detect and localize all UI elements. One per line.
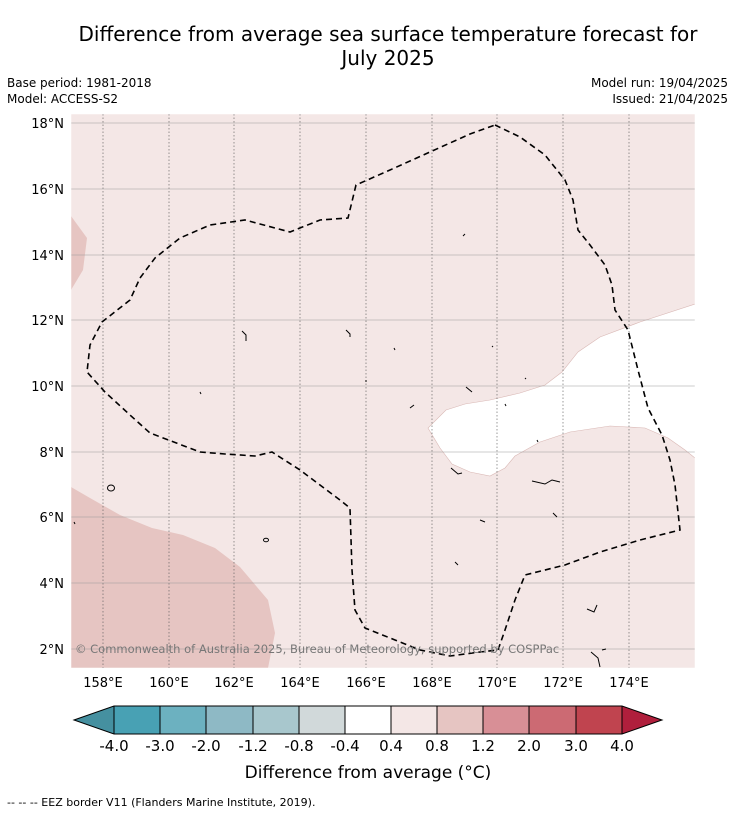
lat-tick-4n: 4°N [40, 577, 65, 592]
model-name: Model: ACCESS-S2 [7, 92, 119, 106]
lon-tick-158e: 158°E [83, 676, 123, 691]
colorbar-tick: 0.4 [379, 737, 403, 755]
colorbar-tick: 4.0 [610, 737, 634, 755]
warm-anomaly-west-edge [71, 216, 87, 290]
colorbar-bin-2 [160, 706, 206, 734]
lat-tick-18n: 18°N [31, 117, 64, 132]
warm-anomaly-southwest [71, 487, 275, 668]
lat-tick-14n: 14°N [31, 249, 64, 264]
colorbar-tick: 1.2 [471, 737, 495, 755]
meta-left: Base period: 1981-2018 Model: ACCESS-S2 [7, 75, 152, 107]
colorbar-bin-3 [206, 706, 253, 734]
colorbar-bin-5 [299, 706, 345, 734]
lat-tick-labels: 18°N 16°N 14°N 12°N 10°N 8°N 6°N 4°N 2°N [31, 117, 64, 658]
colorbar-bin-7 [391, 706, 437, 734]
colorbar-bin-10 [529, 706, 576, 734]
colorbar-bin-6 [345, 706, 391, 734]
lon-tick-174e: 174°E [609, 676, 649, 691]
colorbar-tick: -3.0 [145, 737, 174, 755]
issued-date: Issued: 21/04/2025 [612, 92, 728, 106]
lon-tick-172e: 172°E [543, 676, 583, 691]
lat-tick-10n: 10°N [31, 380, 64, 395]
base-period: Base period: 1981-2018 [7, 76, 152, 90]
eez-footnote: -- -- -- EEZ border V11 (Flanders Marine… [7, 796, 316, 809]
title-line-1: Difference from average sea surface temp… [78, 22, 698, 46]
neutral-anomaly-tongue [428, 304, 695, 476]
map-area [71, 114, 695, 668]
colorbar-tick: -2.0 [191, 737, 220, 755]
lon-tick-164e: 164°E [280, 676, 320, 691]
colorbar-extend-low [74, 706, 114, 734]
lat-tick-12n: 12°N [31, 314, 64, 329]
model-run: Model run: 19/04/2025 [590, 76, 728, 90]
colorbar-label: Difference from average (°C) [244, 763, 492, 783]
colorbar-bin-11 [576, 706, 622, 734]
colorbar-extend-high [622, 706, 662, 734]
eez-border [86, 124, 681, 657]
lat-tick-8n: 8°N [40, 446, 65, 461]
colorbar-bin-4 [253, 706, 299, 734]
lat-tick-16n: 16°N [31, 183, 64, 198]
colorbar-dividers [113, 706, 623, 734]
colorbar-bin-1 [114, 706, 160, 734]
meta-right: Model run: 19/04/2025 Issued: 21/04/2025 [591, 75, 728, 107]
lon-tick-160e: 160°E [149, 676, 189, 691]
lat-tick-2n: 2°N [40, 643, 65, 658]
colorbar-tick: 2.0 [517, 737, 541, 755]
colorbar-tick: -0.8 [284, 737, 313, 755]
graticule [102, 114, 630, 668]
colorbar-bin-9 [483, 706, 529, 734]
neutral-anomaly-edge [427, 303, 695, 477]
colorbar: -4.0 -3.0 -2.0 -1.2 -0.8 -0.4 0.4 0.8 1.… [72, 705, 664, 755]
colorbar-tick: -0.4 [330, 737, 359, 755]
islands [73, 233, 607, 668]
lon-tick-162e: 162°E [214, 676, 254, 691]
colorbar-tick: 0.8 [425, 737, 449, 755]
map-frame [70, 113, 696, 669]
colorbar-tick: -4.0 [99, 737, 128, 755]
colorbar-bin-8 [437, 706, 483, 734]
lon-tick-166e: 166°E [346, 676, 386, 691]
colorbar-tick: -1.2 [238, 737, 267, 755]
colorbar-tick-labels: -4.0 -3.0 -2.0 -1.2 -0.8 -0.4 0.4 0.8 1.… [99, 737, 634, 755]
chart-title: Difference from average sea surface temp… [40, 22, 736, 70]
colorbar-tick: 3.0 [564, 737, 588, 755]
lon-tick-168e: 168°E [412, 676, 452, 691]
map-copyright: © Commonwealth of Australia 2025, Bureau… [75, 642, 559, 656]
lat-tick-6n: 6°N [40, 511, 65, 526]
latitude-lines [71, 122, 695, 650]
lon-tick-170e: 170°E [477, 676, 517, 691]
title-line-2: July 2025 [341, 46, 435, 70]
lon-tick-labels: 158°E 160°E 162°E 164°E 166°E 168°E 170°… [83, 676, 649, 691]
